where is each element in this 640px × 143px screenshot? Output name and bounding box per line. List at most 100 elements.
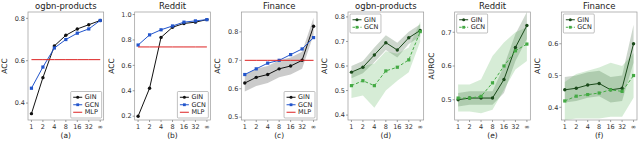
y-tick (453, 66, 455, 67)
point (182, 21, 185, 24)
y-tick-label: 0.6 (228, 85, 238, 93)
series-line (245, 60, 314, 61)
y-label: AUROC (427, 53, 436, 80)
legend: GINGCN (457, 14, 488, 33)
plot-frame (241, 12, 317, 120)
legend-box (350, 14, 381, 33)
x-tick-label: 2 (41, 123, 45, 131)
point (64, 38, 67, 41)
point (373, 53, 376, 56)
point (30, 87, 33, 90)
panel: ogbn-products0.40.60.8ACC12481632∞(a)GIN… (0, 1, 104, 140)
y-tick (559, 43, 561, 44)
y-tick (346, 115, 348, 116)
point (396, 66, 399, 69)
point (41, 65, 44, 68)
y-tick-label: 0.7 (441, 29, 451, 37)
point (159, 28, 162, 31)
legend: GINGCN (350, 14, 381, 33)
point (479, 95, 482, 98)
legend-swatch (287, 104, 296, 105)
plot-frame (28, 12, 104, 120)
legend: GINGCNMLP (177, 92, 208, 119)
x-tick-label: 2 (574, 123, 578, 131)
x-label: (c) (274, 131, 284, 140)
y-tick-label: 0.4 (335, 111, 345, 119)
legend-box (457, 14, 488, 33)
point (87, 27, 90, 30)
point (468, 96, 471, 99)
y-tick-label: 0.5 (228, 113, 238, 121)
x-tick-label: 32 (405, 123, 413, 131)
point (99, 19, 102, 22)
legend: GINGCN (563, 14, 594, 33)
point (586, 83, 589, 86)
point (525, 42, 528, 45)
legend: GINGCNMLP (284, 92, 315, 119)
legend-label: MLP (298, 108, 311, 116)
y-tick-label: 0.6 (441, 62, 451, 70)
point (609, 88, 612, 91)
x-tick-label: 4 (52, 123, 56, 131)
y-tick (239, 31, 241, 32)
x-tick-label: 4 (159, 123, 163, 131)
legend-label: GCN (364, 23, 379, 31)
legend-box (284, 92, 315, 119)
y-tick-label: 0.8 (228, 28, 238, 36)
x-tick-label: 16 (180, 123, 188, 131)
panel: ogbn-products0.40.50.60.70.8AUC12481632∞… (320, 1, 424, 140)
y-tick (133, 90, 135, 91)
x-tick-label: 2 (254, 123, 258, 131)
point (194, 19, 197, 22)
x-label: (e) (487, 131, 498, 140)
x-tick-label: 16 (286, 123, 294, 131)
plot-frame (561, 12, 637, 120)
point (457, 96, 460, 99)
legend-swatch (73, 104, 82, 105)
y-label: ACC (213, 58, 222, 73)
x-tick-label: 8 (170, 123, 174, 131)
legend-swatch (180, 97, 189, 98)
chart-svg: ogbn-products0.40.60.8ACC12481632∞(a)GIN… (0, 0, 640, 143)
legend-swatch (566, 27, 575, 28)
legend-item: MLP (287, 108, 312, 116)
series-line (351, 30, 420, 72)
point (205, 18, 208, 21)
y-tick (133, 116, 135, 117)
x-label: (d) (381, 131, 392, 140)
point (350, 84, 353, 87)
point (632, 42, 635, 45)
point (255, 76, 258, 79)
legend-item: GCN (353, 23, 379, 31)
point (491, 96, 494, 99)
point (419, 30, 422, 33)
point (312, 36, 315, 39)
point (137, 43, 140, 46)
legend-item: MLP (180, 108, 205, 116)
point (575, 87, 578, 90)
x-tick-label: 32 (618, 123, 626, 131)
std-band (458, 27, 527, 113)
x-tick-label: ∞ (311, 123, 316, 131)
series-line (458, 44, 527, 98)
x-tick-label: 1 (243, 123, 247, 131)
title: Finance (583, 1, 616, 11)
legend-marker (76, 96, 79, 99)
panel: Reddit0.50.60.7AUROC12481632∞(e)GINGCN (427, 1, 531, 140)
series-line (138, 20, 207, 117)
point (468, 96, 471, 99)
plot-frame (135, 12, 211, 120)
point (136, 114, 139, 117)
series-line (138, 20, 207, 45)
y-tick (239, 60, 241, 61)
legend-marker (462, 18, 465, 21)
legend-marker (356, 18, 359, 21)
y-label: ACC (107, 58, 116, 73)
point (266, 73, 269, 76)
y-tick (346, 66, 348, 67)
point (502, 64, 505, 67)
plot-area (456, 12, 528, 113)
x-tick-label: 32 (191, 123, 199, 131)
y-tick (346, 16, 348, 17)
y-tick-label: 0.8 (15, 15, 25, 23)
